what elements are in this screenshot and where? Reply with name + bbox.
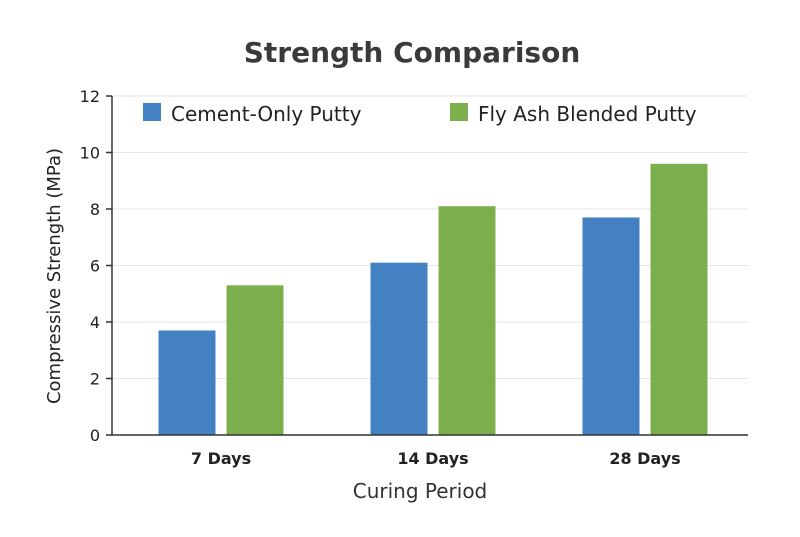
y-tick-label: 8 [90, 200, 100, 219]
legend-swatch-flyash [450, 103, 468, 121]
x-tick-label: 28 Days [609, 449, 680, 468]
y-axis-ticks: 0 2 4 6 8 10 12 [80, 87, 112, 445]
x-axis-label: Curing Period [353, 479, 488, 503]
chart-title: Strength Comparison [244, 36, 581, 69]
y-axis-label: Compressive Strength (MPa) [44, 148, 65, 404]
legend-label-flyash: Fly Ash Blended Putty [478, 102, 697, 126]
x-tick-label: 7 Days [191, 449, 251, 468]
bar-flyash-2 [650, 163, 708, 436]
x-axis-ticks: 7 Days 14 Days 28 Days [191, 449, 681, 468]
bar-cement-1 [370, 262, 428, 435]
y-tick-label: 0 [90, 426, 100, 445]
bars [158, 163, 708, 436]
y-tick-label: 4 [90, 313, 100, 332]
y-tick-label: 10 [80, 144, 100, 163]
y-tick-label: 2 [90, 370, 100, 389]
x-tick-label: 14 Days [397, 449, 468, 468]
legend: Cement-Only Putty Fly Ash Blended Putty [143, 102, 697, 126]
bar-cement-2 [582, 217, 640, 435]
bar-flyash-1 [438, 206, 496, 435]
y-tick-label: 12 [80, 87, 100, 106]
bar-cement-0 [158, 330, 216, 435]
legend-label-cement: Cement-Only Putty [171, 102, 362, 126]
y-tick-label: 6 [90, 257, 100, 276]
gridlines [112, 95, 748, 379]
legend-swatch-cement [143, 103, 161, 121]
bar-flyash-0 [226, 285, 284, 435]
